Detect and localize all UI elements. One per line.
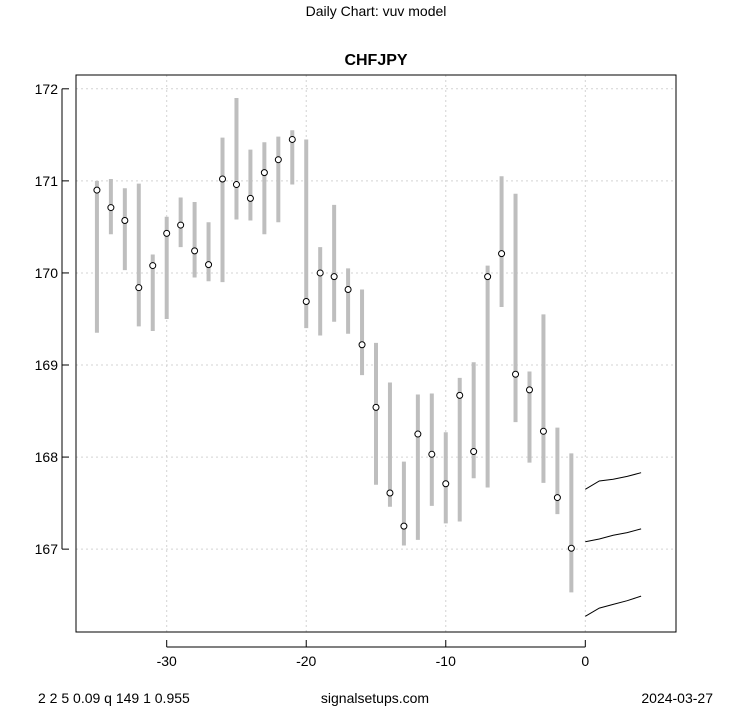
close-point [163, 229, 171, 237]
y-tick-label: 168 [35, 449, 59, 465]
close-point [93, 186, 101, 194]
x-tick-label: 0 [581, 653, 589, 669]
close-point [191, 247, 199, 255]
y-tick-label: 170 [35, 265, 59, 281]
close-point [107, 204, 115, 212]
close-point [525, 386, 533, 394]
close-point [372, 403, 380, 411]
close-point [456, 391, 464, 399]
forecast-lines [585, 472, 642, 617]
x-tick-label: -20 [296, 653, 316, 669]
range-bars [94, 98, 574, 593]
forecast-line-1 [585, 528, 642, 543]
close-point [498, 250, 506, 258]
y-tick-label: 172 [35, 81, 59, 97]
close-point [246, 194, 254, 202]
close-point [121, 216, 129, 224]
x-tick-label: -10 [436, 653, 456, 669]
close-point [316, 269, 324, 277]
y-tick-label: 169 [35, 357, 59, 373]
close-point [288, 135, 296, 143]
close-point [400, 522, 408, 530]
footer-site: signalsetups.com [321, 690, 429, 706]
close-point [553, 494, 561, 502]
close-point [232, 181, 240, 189]
close-point [512, 370, 520, 378]
close-point [177, 221, 185, 229]
close-point [428, 450, 436, 458]
forecast-line-2 [585, 595, 642, 617]
chart-suptitle: Daily Chart: vuv model [306, 3, 447, 19]
close-points [93, 135, 575, 552]
close-point [149, 262, 157, 270]
close-point [386, 489, 394, 497]
forecast-line-0 [585, 472, 642, 490]
close-point [470, 448, 478, 456]
plot-frame [75, 74, 677, 633]
close-point [414, 430, 422, 438]
y-tick-label: 167 [35, 541, 59, 557]
close-point [330, 273, 338, 281]
footer-params: 2 2 5 0.09 q 149 1 0.955 [38, 690, 190, 706]
x-axis: -30 -20 -10 0 [157, 640, 589, 669]
close-point [442, 480, 450, 488]
close-point [484, 273, 492, 281]
close-point [219, 175, 227, 183]
footer-date: 2024-03-27 [641, 690, 713, 706]
close-point [274, 156, 282, 164]
close-point [567, 544, 575, 552]
close-point [302, 297, 310, 305]
y-axis: 167 168 169 170 171 172 [35, 81, 69, 557]
close-point [260, 169, 268, 177]
x-tick-label: -30 [157, 653, 177, 669]
close-point [358, 341, 366, 349]
chart-title: CHFJPY [344, 52, 407, 69]
y-tick-label: 171 [35, 173, 59, 189]
close-point [344, 286, 352, 294]
close-point [539, 427, 547, 435]
close-point [205, 261, 213, 269]
close-point [135, 284, 143, 292]
